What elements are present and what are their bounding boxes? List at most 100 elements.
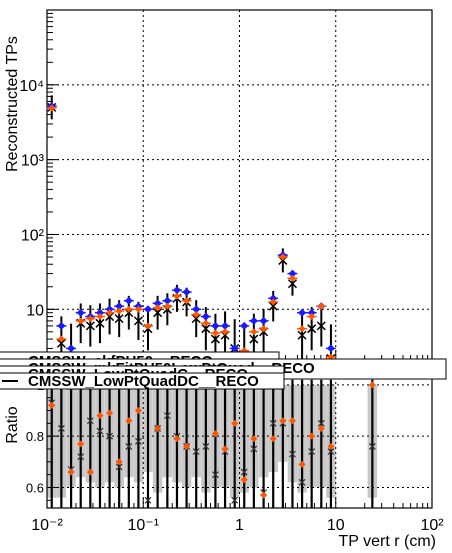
data-point-diamond xyxy=(124,296,133,305)
ratio-point-diamond xyxy=(231,419,239,427)
legend-box xyxy=(0,372,285,390)
data-point-diamond xyxy=(163,302,171,310)
ratio-point-diamond xyxy=(134,406,142,414)
data-point-diamond xyxy=(269,298,277,306)
data-point-diamond xyxy=(211,329,219,337)
data-point-diamond xyxy=(134,305,142,313)
ratio-point-cross xyxy=(144,496,152,504)
y-axis-label-bottom: Ratio xyxy=(4,406,21,443)
y-tick-label: 10³ xyxy=(21,153,45,170)
ratio-point-cross xyxy=(106,432,114,440)
data-point-diamond xyxy=(279,253,287,261)
data-point-diamond xyxy=(182,288,191,297)
data-point-diamond xyxy=(326,344,335,353)
data-point-diamond xyxy=(106,309,114,317)
ratio-point-diamond xyxy=(317,424,325,432)
data-point-diamond xyxy=(95,308,104,317)
ratio-point-diamond xyxy=(183,442,191,450)
data-point-diamond xyxy=(211,321,220,330)
y-tick-label: 10⁴ xyxy=(19,78,44,95)
ratio-point-cross xyxy=(211,471,219,479)
ratio-point-diamond xyxy=(77,440,85,448)
ratio-point-cross xyxy=(86,417,94,425)
ratio-point-cross xyxy=(317,419,325,427)
ratio-point-cross xyxy=(202,442,210,450)
top-panel: 10 10² 10³ 10⁴ xyxy=(19,9,433,366)
y-axis-label-top: Reconstructed TPs xyxy=(4,36,21,172)
data-point-cross xyxy=(85,321,95,331)
data-point-diamond xyxy=(250,328,258,336)
x-tick-label: 10 xyxy=(327,517,345,534)
ratio-point-cross xyxy=(327,448,335,455)
ratio-point-cross xyxy=(231,496,239,504)
data-point-cross xyxy=(95,318,105,328)
ratio-point-diamond xyxy=(96,412,104,420)
ratio-point-diamond xyxy=(368,381,376,389)
ratio-point-cross xyxy=(250,445,258,453)
ratio-point-diamond xyxy=(240,476,248,484)
data-point-diamond xyxy=(221,328,229,336)
data-point-diamond xyxy=(240,321,249,330)
ratio-point-cross xyxy=(368,442,376,450)
y-tick-label: 10² xyxy=(21,227,45,244)
data-point-diamond xyxy=(298,325,306,333)
data-point-diamond xyxy=(163,296,172,305)
ratio-point-cross xyxy=(77,453,85,461)
ratio-point-diamond xyxy=(173,435,181,443)
data-point-diamond xyxy=(143,305,152,314)
data-point-diamond xyxy=(317,302,325,310)
ratio-point-diamond xyxy=(327,442,335,450)
x-tick-label: 10⁻¹ xyxy=(127,517,159,534)
y-tick-label: 0.8 xyxy=(26,429,44,444)
ratio-point-diamond xyxy=(288,417,296,425)
data-point-diamond xyxy=(77,317,85,325)
data-point-diamond xyxy=(259,316,268,325)
data-point-diamond xyxy=(307,308,316,317)
ratio-point-cross xyxy=(298,478,306,486)
data-point-diamond xyxy=(221,321,230,330)
ratio-point-cross xyxy=(163,412,171,420)
ratio-point-diamond xyxy=(308,432,316,440)
ratio-point-diamond xyxy=(67,468,75,476)
ratio-point-diamond xyxy=(125,417,133,425)
legend-entry: CMSSW_LowPtQuadDC__RECO xyxy=(28,373,259,390)
ratio-point-diamond xyxy=(106,409,114,417)
data-point-diamond xyxy=(153,299,162,308)
x-tick-label: 10⁻² xyxy=(31,517,63,534)
ratio-point-diamond xyxy=(269,435,277,443)
data-point-cross xyxy=(307,324,317,334)
data-point-cross xyxy=(133,316,143,326)
data-point-diamond xyxy=(298,308,307,317)
data-point-cross xyxy=(249,334,259,344)
ratio-point-diamond xyxy=(298,460,306,468)
data-point-diamond xyxy=(230,344,239,353)
data-point-diamond xyxy=(173,292,181,300)
ratio-point-diamond xyxy=(279,417,287,425)
data-point-cross xyxy=(105,312,115,322)
data-point-diamond xyxy=(249,316,258,325)
data-point-diamond xyxy=(202,319,210,327)
data-point-cross xyxy=(114,314,124,324)
data-point-diamond xyxy=(76,308,85,317)
data-point-diamond xyxy=(154,304,162,312)
ratio-point-cross xyxy=(308,448,316,455)
data-point-cross xyxy=(153,308,163,318)
data-point-diamond xyxy=(183,297,191,305)
data-point-diamond xyxy=(57,335,65,343)
data-point-diamond xyxy=(172,286,181,295)
data-point-diamond xyxy=(48,104,56,112)
data-point-diamond xyxy=(192,305,201,314)
ratio-point-diamond xyxy=(154,424,162,432)
data-point-cross xyxy=(56,338,66,348)
data-point-diamond xyxy=(201,312,210,321)
data-point-diamond xyxy=(86,315,94,323)
y-tick-label: 10 xyxy=(26,302,44,319)
x-tick-label: 10² xyxy=(420,517,444,534)
data-point-cross xyxy=(191,314,201,324)
data-point-diamond xyxy=(192,311,200,319)
data-point-cross xyxy=(297,330,307,340)
ratio-point-cross xyxy=(115,463,123,471)
data-point-diamond xyxy=(67,344,76,353)
ratio-point-diamond xyxy=(211,430,219,438)
